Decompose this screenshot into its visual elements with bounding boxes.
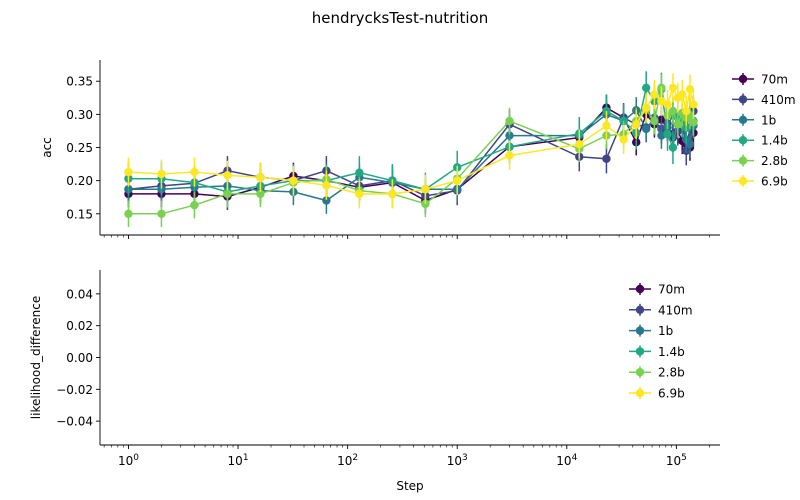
data-point bbox=[453, 176, 462, 185]
legend-marker bbox=[635, 326, 645, 335]
data-point bbox=[685, 139, 695, 149]
legend-label: 1.4b bbox=[658, 345, 685, 359]
data-point bbox=[668, 83, 678, 93]
x-tick-label: 100 bbox=[118, 453, 139, 468]
data-point bbox=[421, 185, 430, 194]
likelihood-difference-panel: 100 101 102 103 104 105 0.04 0.02 0.00 −0.02 −0.04… bbox=[29, 270, 720, 493]
y-tick-label: 0.04 bbox=[66, 287, 93, 301]
legend-marker bbox=[738, 115, 748, 125]
y-tick-label: −0.04 bbox=[56, 415, 93, 429]
acc-panel: 0.15 0.20 0.25 0.30 0.35 acc 70m 410m 1b 1.4b 2.8b… bbox=[40, 60, 796, 239]
legend-label: 1.4b bbox=[761, 134, 788, 148]
y-tick-label: 0.35 bbox=[66, 75, 93, 89]
legend-marker bbox=[738, 156, 748, 165]
x-tick-label: 103 bbox=[447, 453, 468, 468]
data-point bbox=[124, 167, 133, 177]
data-point bbox=[668, 143, 678, 152]
data-point bbox=[641, 103, 651, 112]
y-axis-label: acc bbox=[40, 137, 54, 158]
x-tick-label: 105 bbox=[666, 453, 687, 468]
legend-label: 410m bbox=[761, 93, 796, 107]
legend-label: 410m bbox=[658, 303, 693, 317]
y-tick-label: 0.02 bbox=[66, 319, 93, 333]
x-tick-label: 101 bbox=[228, 453, 249, 468]
data-point bbox=[388, 189, 397, 199]
legend-marker bbox=[635, 305, 645, 314]
data-point bbox=[190, 200, 199, 210]
legend-label: 6.9b bbox=[658, 387, 685, 401]
legend-marker bbox=[635, 368, 645, 377]
legend-label: 6.9b bbox=[761, 175, 788, 189]
data-point bbox=[157, 209, 166, 218]
data-point bbox=[322, 196, 331, 205]
legend-label: 70m bbox=[761, 73, 788, 87]
data-point bbox=[190, 167, 199, 177]
data-point bbox=[682, 106, 691, 116]
data-point bbox=[223, 189, 232, 199]
legend-marker bbox=[635, 347, 645, 356]
x-tick-label: 102 bbox=[337, 453, 358, 468]
data-point bbox=[505, 116, 514, 126]
data-point bbox=[663, 130, 672, 139]
data-point bbox=[289, 176, 298, 185]
figure-title: hendrycksTest-nutrition bbox=[312, 9, 488, 27]
legend-marker bbox=[738, 176, 748, 186]
data-point bbox=[322, 181, 331, 190]
legend-marker bbox=[738, 95, 748, 104]
y-tick-label: 0.25 bbox=[66, 141, 93, 155]
data-point bbox=[355, 189, 364, 199]
data-point bbox=[256, 173, 265, 182]
data-point bbox=[668, 106, 678, 116]
y-tick-label: 0.00 bbox=[66, 351, 93, 365]
data-point bbox=[619, 135, 628, 144]
y-tick-label: 0.15 bbox=[66, 207, 93, 221]
data-point bbox=[632, 120, 641, 129]
x-axis-label: Step bbox=[396, 479, 423, 493]
data-point bbox=[650, 116, 659, 126]
data-point bbox=[355, 168, 364, 177]
y-tick-label: 0.30 bbox=[66, 108, 93, 122]
data-point bbox=[689, 100, 698, 109]
x-tick-label: 104 bbox=[556, 453, 577, 468]
legend-marker bbox=[635, 284, 645, 294]
data-point bbox=[650, 90, 659, 99]
legend-label: 1b bbox=[761, 113, 776, 127]
data-point bbox=[505, 151, 514, 160]
legend-label: 70m bbox=[658, 283, 685, 297]
series-line-6.9b bbox=[128, 85, 695, 195]
data-point bbox=[602, 154, 611, 163]
legend-marker bbox=[738, 136, 748, 145]
data-point bbox=[157, 169, 166, 179]
data-point bbox=[685, 84, 695, 94]
data-point bbox=[124, 209, 133, 218]
legend-label: 2.8b bbox=[761, 154, 788, 168]
y-tick-label: 0.20 bbox=[66, 174, 93, 188]
data-point bbox=[602, 121, 611, 130]
data-point bbox=[223, 171, 232, 180]
legend-label: 1b bbox=[658, 324, 673, 338]
legend-marker bbox=[738, 74, 748, 84]
data-point bbox=[575, 139, 584, 149]
data-point bbox=[689, 118, 698, 127]
y-axis-label: likelihood_difference bbox=[29, 296, 43, 419]
legend-label: 2.8b bbox=[658, 366, 685, 380]
legend-marker bbox=[635, 388, 645, 398]
data-point bbox=[673, 120, 682, 129]
data-point bbox=[256, 189, 265, 199]
data-point bbox=[641, 83, 651, 93]
y-tick-label: −0.02 bbox=[56, 383, 93, 397]
data-point bbox=[678, 90, 687, 99]
data-point bbox=[641, 124, 651, 134]
data-point bbox=[663, 100, 672, 109]
